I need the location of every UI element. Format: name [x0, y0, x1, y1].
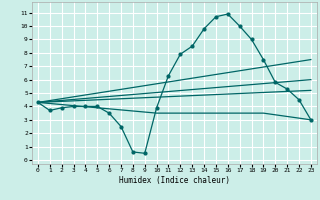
- X-axis label: Humidex (Indice chaleur): Humidex (Indice chaleur): [119, 176, 230, 185]
